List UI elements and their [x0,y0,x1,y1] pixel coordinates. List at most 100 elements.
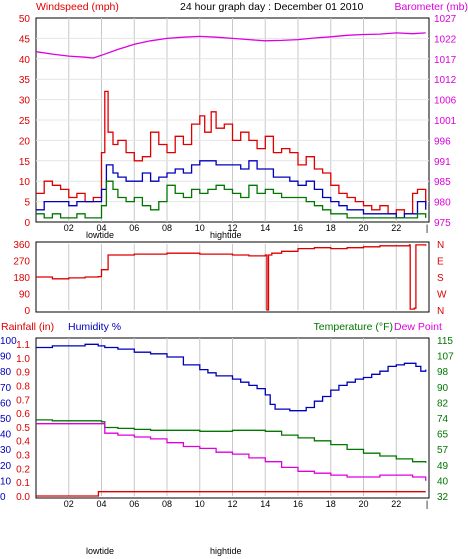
x-tick-label: 06 [129,499,139,509]
y-tick-label: 60 [0,398,12,409]
y-tick-label: 0.0 [16,492,30,503]
y-tick-label: 107 [437,352,454,363]
y-tick-label: N [437,240,444,251]
x-tick-label: 16 [293,499,303,509]
temperature-axis-label: Temperature (°F) [314,321,393,333]
y-tick-label: 100 [0,336,17,347]
temperature-tick-labels: 32 40 49 57 65 74 82 90 98 107 115 [437,336,454,503]
y-tick-label: 0.5 [16,423,30,434]
y-tick-label: 74 [437,414,449,425]
series-lines [36,244,427,311]
x-tick-label: 20 [358,499,368,509]
right-tick-labels: 975 980 985 991 996 1001 1006 1012 1017 1022 1027 [434,14,457,229]
y-tick-label: 115 [437,336,453,347]
y-tick-label: 15 [19,157,31,168]
y-tick-label: 50 [0,414,12,425]
humidity-tick-labels: 0 10 20 30 40 50 60 70 80 90 100 [0,336,17,503]
y-tick-label: 57 [437,445,449,456]
y-tick-label: 0.9 [16,368,30,379]
series-line [36,244,427,311]
humidity-axis-label: Humidity % [68,321,121,333]
x-tick-label: 08 [162,499,172,509]
barometer-axis-label: Barometer (mb) [394,1,468,13]
y-tick-label: 20 [0,461,12,472]
y-tick-label: 0.3 [16,451,30,462]
series-line [36,343,427,412]
rainfall-axis-label: Rainfall (in) [1,321,54,333]
y-tick-label: 270 [13,257,30,268]
x-tick-label: 06 [129,223,139,233]
y-tick-label: 49 [437,461,449,472]
series-lines [36,343,427,497]
y-tick-label: N [437,306,444,317]
y-tick-label: 985 [434,177,451,188]
y-tick-label: 80 [0,367,12,378]
y-tick-label: 30 [0,445,12,456]
y-tick-label: S [437,273,444,284]
x-tick-label: 04 [96,223,106,233]
x-tick-label: | [426,223,428,233]
y-tick-label: 0.1 [16,478,30,489]
y-tick-label: 40 [437,476,449,487]
y-tick-label: 180 [13,273,30,284]
x-tick-label: 10 [195,499,205,509]
y-tick-label: 0 [24,306,30,317]
y-tick-label: 1022 [434,34,457,45]
y-tick-label: 980 [434,198,451,209]
x-tick-label: 20 [358,223,368,233]
y-tick-label: 10 [0,476,12,487]
x-tick-label: 08 [162,223,172,233]
wind-barometer-panel: 0 5 10 15 20 25 30 35 40 45 50 975 980 985 991 996 1001… [19,14,457,240]
x-tick-label: 22 [391,499,401,509]
y-tick-label: 45 [19,34,31,45]
y-tick-label: 975 [434,218,451,229]
series-line [36,160,427,219]
y-tick-label: 5 [24,198,30,209]
series-line [36,491,426,497]
x-tick-label: 12 [227,223,237,233]
y-tick-label: 50 [19,14,31,25]
left-tick-labels: 0 5 10 15 20 25 30 35 40 45 50 [19,14,31,229]
x-tick-label: | [426,499,428,509]
x-tick-labels: 02 04 06 08 10 12 14 16 18 20 22 | [64,499,428,509]
y-tick-label: 35 [19,75,31,86]
y-tick-label: 40 [0,430,12,441]
y-tick-label: E [437,257,444,268]
series-line [35,32,426,59]
y-tick-label: 1012 [434,75,457,86]
y-tick-label: 0 [0,492,6,503]
hightide-annotation: hightide [210,230,242,240]
x-tick-label: 14 [260,223,270,233]
lowtide-annotation: lowtide [86,230,114,240]
y-tick-label: 82 [437,398,449,409]
y-tick-label: 1.1 [16,340,30,351]
y-tick-label: 0.8 [16,381,30,392]
x-tick-label: 16 [293,223,303,233]
x-tick-label: 04 [96,499,106,509]
y-tick-label: 1006 [434,96,457,107]
x-tick-labels: 02 04 06 08 10 12 14 16 18 20 22 | [64,223,428,233]
x-tick-label: 18 [326,223,336,233]
y-tick-label: 65 [437,430,449,441]
series-lines [35,32,427,219]
x-tick-label: 12 [227,499,237,509]
y-tick-label: 90 [0,352,12,363]
y-tick-label: 996 [434,136,451,147]
series-line [36,90,427,215]
dewpoint-axis-label: Dew Point [394,321,442,333]
y-tick-label: 1001 [434,116,457,127]
y-tick-label: 0.7 [16,395,30,406]
y-tick-label: 991 [434,157,451,168]
y-tick-label: 70 [0,383,12,394]
series-line [36,423,427,481]
y-tick-label: 40 [19,55,31,66]
y-tick-label: W [437,290,447,301]
rain-humidity-temperature-panel: 0.0 0.1 0.2 0.3 0.4 0.5 0.6 0.7 0.8 0.9 1.0 1.1 0 10… [0,336,454,556]
x-tick-label: 10 [195,223,205,233]
x-tick-label: 02 [64,223,74,233]
y-tick-label: 1.0 [16,354,30,365]
